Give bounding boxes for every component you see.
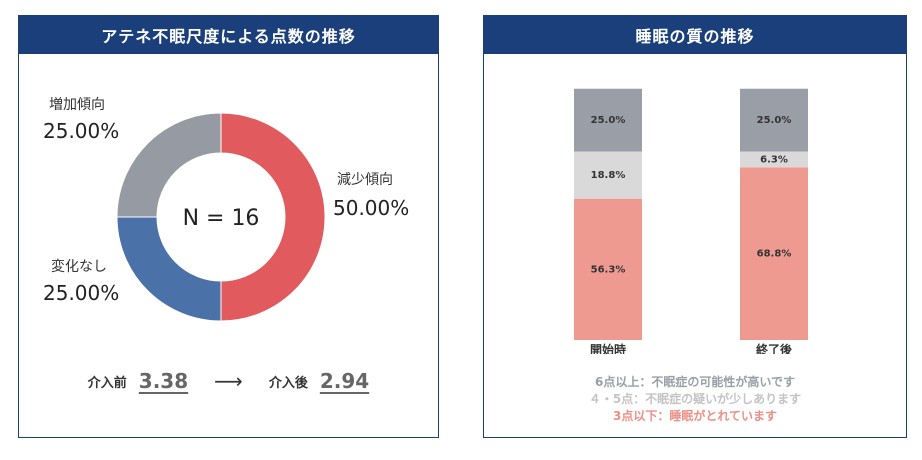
legend: 6点以上：不眠症の可能性が高いです ４・5点：不眠症の疑いが少しあります 3点以… [484,374,906,425]
sleep-panel-title: 睡眠の質の推移 [484,16,906,54]
segment-value-decrease: 50.00% [333,196,410,220]
segment-value-nochange: 25.00% [43,281,120,305]
bar-segment-high-1 [574,88,642,152]
bar-segment-high-2 [740,88,808,152]
sleep-quality-panel: 睡眠の質の推移 56.3% 18.8% 25.0% 開始時 68.8% 6.3% 25.0%… [483,15,907,438]
category-label: 開始時 [590,342,626,354]
before-label: 介入前 [87,375,127,391]
segment-label-decrease: 減少傾向 [337,172,393,188]
category-label: 終了後 [756,342,793,354]
bar-value-label: 25.0% [591,115,626,126]
before-score: 3.38 [138,369,189,393]
bar-value-label: 56.3% [591,264,626,275]
donut-center-label: N = 16 [183,206,260,231]
ais-score-panel: アテネ不眠尺度による点数の推移 N = 16 減少傾向 50.00% 増加傾向 … [18,15,439,438]
bar-segment-mid-1 [574,151,642,199]
stacked-bar-chart: 56.3% 18.8% 25.0% 開始時 68.8% 6.3% 25.0% 終了後 [574,88,808,354]
bar-segment-good-2 [740,167,808,340]
donut-chart: N = 16 [116,112,326,322]
ais-panel-title: アテネ不眠尺度による点数の推移 [19,16,438,54]
bar-value-label: 6.3% [760,154,788,165]
bar-value-label: 25.0% [757,115,792,126]
bar-value-label: 68.8% [757,249,792,260]
segment-value-increase: 25.00% [43,119,120,143]
arrow-icon: ⟶ [214,369,243,393]
legend-item-mid: ４・5点：不眠症の疑いが少しあります [588,392,802,406]
donut-slice-nochange [116,216,222,322]
legend-item-high: 6点以上：不眠症の可能性が高いです [595,375,795,389]
donut-slice-decrease [220,112,326,322]
segment-label-nochange: 変化なし [51,259,107,275]
bar-segment-mid-2 [740,151,808,168]
donut-slice-increase [116,112,222,218]
legend-item-low: 3点以下：睡眠がとれています [613,409,777,423]
bar-segment-good-1 [574,198,642,340]
after-score: 2.94 [319,369,370,393]
bar-value-label: 18.8% [591,170,626,181]
score-comparison: 介入前 3.38 ⟶ 介入後 2.94 [19,369,438,393]
segment-label-increase: 増加傾向 [49,97,105,113]
after-label: 介入後 [268,375,308,391]
